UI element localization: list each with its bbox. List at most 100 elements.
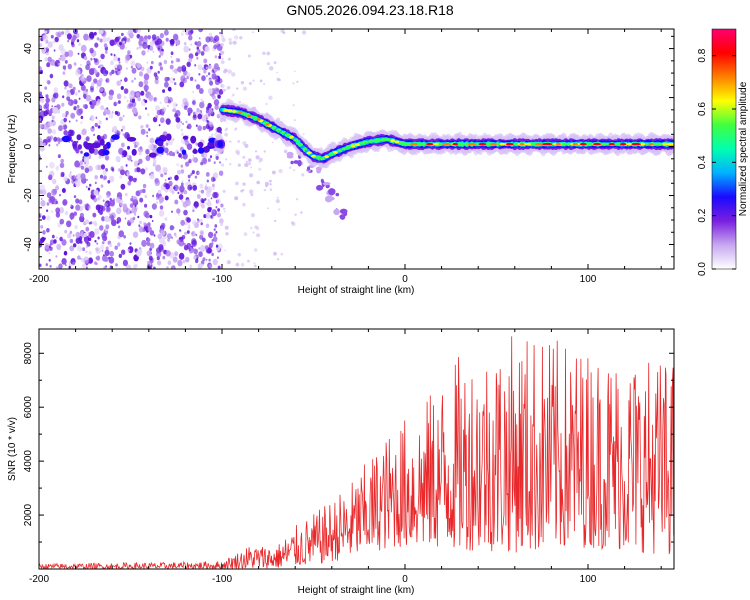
noise-speckle <box>157 260 162 266</box>
noise-speckle <box>69 238 74 244</box>
faint-speckle <box>237 153 240 156</box>
noise-speckle <box>189 76 194 81</box>
noise-speckle <box>157 233 163 240</box>
ridge-peak <box>410 142 418 146</box>
noise-speckle <box>158 170 162 174</box>
spectrogram-y-tick-label: -40 <box>23 237 34 252</box>
noise-speckle <box>169 77 175 84</box>
noise-speckle <box>118 225 121 229</box>
colorbar-tick-label: 0.4 <box>697 155 708 169</box>
noise-speckle <box>55 255 58 258</box>
noise-speckle <box>55 185 60 191</box>
noise-speckle <box>122 133 125 136</box>
faint-speckle <box>262 51 266 56</box>
noise-speckle <box>132 231 139 238</box>
faint-speckle <box>220 43 224 47</box>
ridge-core <box>434 142 439 146</box>
noise-speckle <box>52 94 56 98</box>
noise-speckle <box>175 123 181 130</box>
noise-speckle <box>147 226 152 232</box>
noise-speckle <box>62 95 65 99</box>
ridge-core <box>587 142 593 146</box>
noise-speckle <box>157 189 162 194</box>
faint-speckle <box>276 196 279 199</box>
noise-speckle <box>109 250 114 257</box>
ridge-peak <box>478 142 487 146</box>
ridge-core <box>297 143 303 147</box>
ridge-core <box>359 142 365 145</box>
noise-speckle <box>96 86 99 89</box>
noise-speckle <box>83 232 87 238</box>
noise-speckle <box>58 141 61 145</box>
noise-speckle <box>165 118 171 125</box>
noise-speckle <box>213 87 220 95</box>
noise-speckle <box>162 89 166 93</box>
noise-speckle <box>120 129 123 132</box>
snr-y-tick-label: 8000 <box>23 342 34 365</box>
noise-speckle <box>53 239 57 244</box>
noise-speckle <box>68 173 72 178</box>
noise-speckle <box>162 255 166 260</box>
ridge-core <box>306 151 312 155</box>
noise-speckle <box>195 233 198 237</box>
noise-speckle <box>118 168 121 172</box>
noise-speckle <box>83 93 87 99</box>
tail-blob <box>293 160 299 164</box>
faint-speckle <box>250 193 254 197</box>
faint-speckle <box>236 151 240 155</box>
noise-speckle <box>57 222 62 228</box>
noise-speckle <box>165 142 169 146</box>
noise-speckle <box>58 44 64 51</box>
noise-speckle <box>192 206 196 210</box>
noise-speckle <box>149 214 153 219</box>
noise-speckle <box>159 205 164 210</box>
noise-speckle <box>209 207 213 211</box>
noise-speckle <box>84 203 90 210</box>
noise-speckle <box>201 204 205 209</box>
noise-speckle <box>158 124 161 127</box>
noise-speckle <box>127 29 133 37</box>
snr-marks <box>39 336 674 569</box>
ridge-core <box>601 142 606 146</box>
ridge-core <box>311 154 316 158</box>
noise-speckle <box>61 31 65 35</box>
noise-speckle <box>104 202 108 208</box>
ridge-core <box>605 142 611 146</box>
faint-speckle <box>253 262 256 265</box>
noise-speckle <box>142 42 148 49</box>
snr-series-line <box>39 336 674 569</box>
noise-speckle <box>183 242 186 246</box>
noise-speckle <box>151 220 154 222</box>
noise-speckle <box>77 52 80 55</box>
noise-speckle <box>84 161 86 165</box>
noise-speckle <box>149 242 155 249</box>
faint-speckle <box>248 158 252 162</box>
noise-speckle <box>120 86 124 90</box>
noise-speckle <box>216 198 221 204</box>
noise-speckle <box>197 113 203 120</box>
colorbar: 0.0 0.2 0.4 0.6 0.8 Normalized spectral ampl… <box>697 28 749 276</box>
noise-speckle <box>45 165 48 168</box>
noise-speckle <box>185 199 191 207</box>
noise-speckle <box>51 129 57 135</box>
noise-speckle <box>81 128 87 136</box>
faint-speckle <box>238 100 242 104</box>
noise-speckle <box>147 35 151 40</box>
faint-speckle <box>300 211 303 214</box>
noise-speckle <box>163 59 168 65</box>
noise-speckle <box>47 41 53 48</box>
ridge-peak <box>519 142 525 146</box>
noise-speckle <box>124 217 127 220</box>
noise-speckle <box>138 115 142 120</box>
faint-speckle <box>254 264 257 268</box>
noise-blob <box>182 135 189 140</box>
noise-speckle <box>170 51 174 55</box>
noise-speckle <box>126 154 130 159</box>
noise-speckle <box>55 236 58 239</box>
noise-speckle <box>143 84 149 92</box>
noise-speckle <box>94 228 100 235</box>
noise-speckle <box>128 175 134 182</box>
noise-speckle <box>100 164 106 170</box>
noise-speckle <box>116 208 120 213</box>
noise-speckle <box>53 136 58 142</box>
